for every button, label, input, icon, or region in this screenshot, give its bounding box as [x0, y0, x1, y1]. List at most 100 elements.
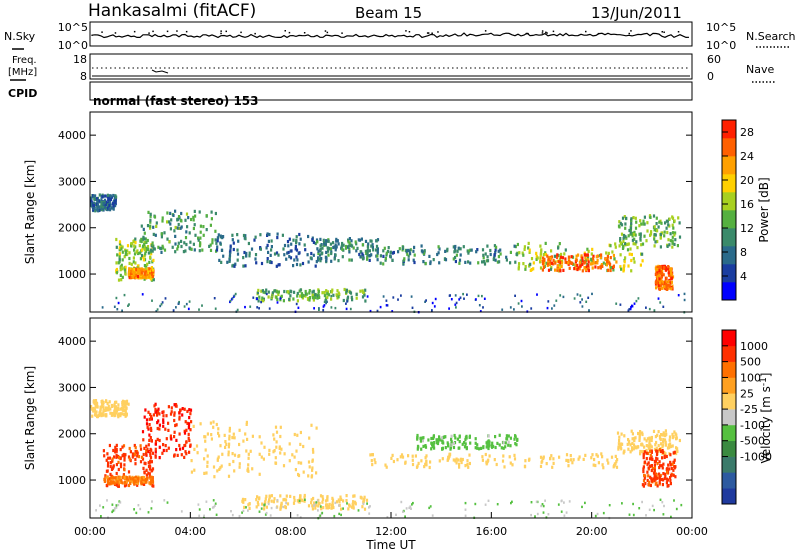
echo-cell — [161, 219, 164, 223]
echo-cell — [150, 277, 153, 281]
ground-scatter-cell — [244, 305, 246, 309]
colorbar-segment — [722, 138, 736, 157]
echo-cell — [270, 499, 273, 503]
echo-cell — [199, 422, 202, 426]
echo-cell — [481, 455, 484, 459]
echo-cell — [180, 239, 183, 243]
echo-cell — [293, 495, 296, 500]
echo-cell — [539, 266, 543, 270]
echo-cell — [158, 445, 161, 449]
echo-cell — [340, 497, 343, 501]
echo-cell — [335, 237, 338, 241]
ground-scatter-cell — [484, 503, 487, 506]
echo-cell — [650, 478, 653, 482]
echo-cell — [186, 421, 189, 425]
ground-scatter-cell — [198, 514, 201, 517]
echo-cell — [266, 260, 269, 264]
echo-cell — [458, 462, 461, 466]
echo-cell — [515, 252, 518, 256]
ground-scatter-cell — [113, 305, 116, 308]
echo-cell — [496, 260, 499, 264]
y-tick-label: 1000 — [58, 268, 86, 281]
echo-cell — [658, 475, 662, 479]
echo-cell — [397, 250, 400, 254]
echo-cell — [643, 222, 646, 226]
echo-cell — [363, 495, 366, 499]
echo-cell — [612, 264, 615, 268]
echo-cell — [595, 255, 598, 259]
echo-cell — [632, 447, 635, 451]
echo-cell — [121, 403, 124, 407]
power-cbar-label: Power [dB] — [757, 177, 771, 242]
echo-cell — [550, 249, 553, 253]
echo-cell — [610, 455, 614, 459]
echo-cell — [517, 267, 520, 271]
echo-cell — [421, 250, 424, 254]
ground-scatter-cell — [536, 293, 538, 296]
ground-scatter-cell — [425, 299, 427, 302]
ground-scatter-cell — [663, 504, 665, 508]
echo-cell — [370, 244, 373, 248]
ground-scatter-cell — [247, 509, 249, 512]
echo-cell — [136, 264, 140, 268]
ground-scatter-cell — [183, 305, 186, 308]
nsearch-dot — [527, 32, 529, 35]
echo-cell — [232, 432, 235, 436]
echo-cell — [500, 446, 503, 450]
echo-cell — [507, 440, 510, 444]
echo-cell — [150, 469, 153, 473]
echo-cell — [217, 233, 220, 237]
ground-scatter-cell — [258, 510, 261, 513]
echo-cell — [152, 258, 155, 262]
echo-cell — [193, 209, 196, 213]
echo-cell — [145, 479, 148, 483]
echo-cell — [96, 199, 99, 203]
echo-cell — [549, 260, 552, 264]
echo-cell — [262, 299, 265, 303]
echo-cell — [586, 263, 589, 267]
echo-cell — [165, 448, 168, 453]
echo-cell — [559, 257, 562, 261]
echo-cell — [673, 242, 676, 246]
echo-cell — [619, 253, 622, 257]
echo-cell — [606, 254, 609, 258]
echo-cell — [132, 260, 135, 264]
echo-cell — [632, 216, 635, 220]
echo-cell — [197, 236, 200, 240]
echo-cell — [98, 411, 101, 415]
echo-cell — [433, 446, 436, 450]
ground-scatter-cell — [542, 511, 545, 514]
echo-cell — [310, 498, 313, 502]
echo-cell — [152, 413, 155, 417]
echo-cell — [119, 456, 122, 460]
echo-cell — [370, 253, 373, 257]
echo-cell — [109, 461, 112, 465]
echo-cell — [564, 257, 567, 261]
echo-cell — [202, 225, 205, 229]
ground-scatter-cell — [115, 506, 118, 509]
echo-cell — [135, 449, 139, 454]
echo-cell — [330, 290, 333, 294]
echo-cell — [195, 444, 199, 448]
echo-cell — [617, 224, 621, 228]
echo-cell — [295, 241, 298, 245]
freq-tick-top: 18 — [73, 53, 87, 66]
echo-cell — [286, 502, 290, 506]
echo-cell — [146, 238, 149, 243]
echo-cell — [222, 235, 225, 239]
echo-cell — [375, 239, 378, 243]
echo-cell — [289, 494, 292, 498]
echo-cell — [144, 237, 147, 241]
echo-cell — [288, 459, 291, 463]
echo-cell — [368, 249, 371, 253]
echo-cell — [228, 253, 232, 257]
echo-cell — [134, 261, 137, 265]
echo-cell — [347, 507, 350, 511]
echo-cell — [584, 453, 587, 457]
echo-cell — [567, 464, 570, 468]
echo-cell — [671, 223, 674, 227]
echo-cell — [490, 444, 493, 448]
echo-cell — [668, 438, 671, 442]
echo-cell — [618, 220, 621, 224]
